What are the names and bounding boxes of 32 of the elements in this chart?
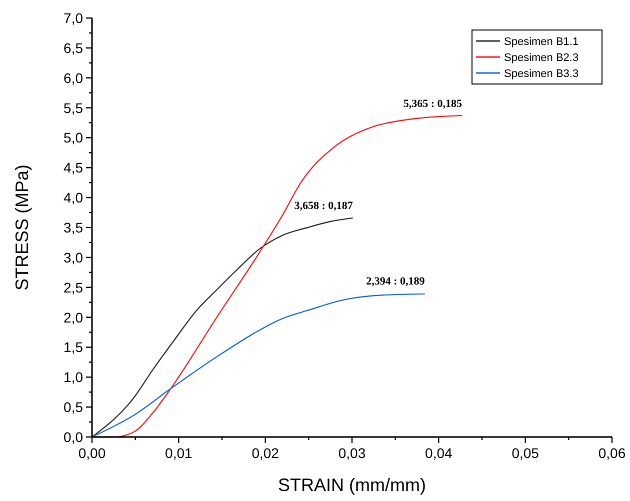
x-tick-label: 0,05 xyxy=(512,445,540,461)
x-tick-label: 0,04 xyxy=(425,445,453,461)
x-axis-title: STRAIN (mm/mm) xyxy=(278,475,426,495)
y-tick-label: 3,0 xyxy=(64,249,84,266)
legend-label: Spesimen B1.1 xyxy=(504,36,579,48)
y-axis-title: STRESS (MPa) xyxy=(12,164,32,291)
annotation: 2,394 : 0,189 xyxy=(366,276,426,288)
y-tick-label: 5,0 xyxy=(64,130,84,146)
line-series xyxy=(91,217,354,438)
y-tick-label: 1,0 xyxy=(64,369,84,386)
y-tick-label: 1,5 xyxy=(64,339,84,356)
y-tick-label: 2,0 xyxy=(64,309,84,326)
y-tick-label: 0,0 xyxy=(64,429,84,445)
y-tick-label: 6,0 xyxy=(64,70,84,86)
x-tick-label: 0,03 xyxy=(338,445,366,461)
y-tick-label: 6,5 xyxy=(64,40,84,56)
annotation: 5,365 : 0,185 xyxy=(403,98,463,110)
x-tick-label: 0,06 xyxy=(598,445,626,461)
y-tick-label: 4,0 xyxy=(64,190,84,206)
legend-label: Spesimen B2.3 xyxy=(504,52,579,64)
annotation: 3,658 : 0,187 xyxy=(294,200,354,212)
x-tick-label: 0,01 xyxy=(165,445,193,461)
y-tick-label: 3,5 xyxy=(64,220,84,236)
y-tick-label: 2,5 xyxy=(64,279,84,296)
x-tick-label: 0,02 xyxy=(252,445,280,461)
x-tick-label: 0,00 xyxy=(78,445,106,461)
line-series xyxy=(91,293,426,438)
y-tick-label: 5,5 xyxy=(64,100,84,116)
y-tick-label: 7,0 xyxy=(64,10,84,26)
y-tick-label: 0,5 xyxy=(64,399,84,416)
legend-label: Spesimen B3.3 xyxy=(504,68,579,80)
y-tick-label: 4,5 xyxy=(64,160,84,176)
